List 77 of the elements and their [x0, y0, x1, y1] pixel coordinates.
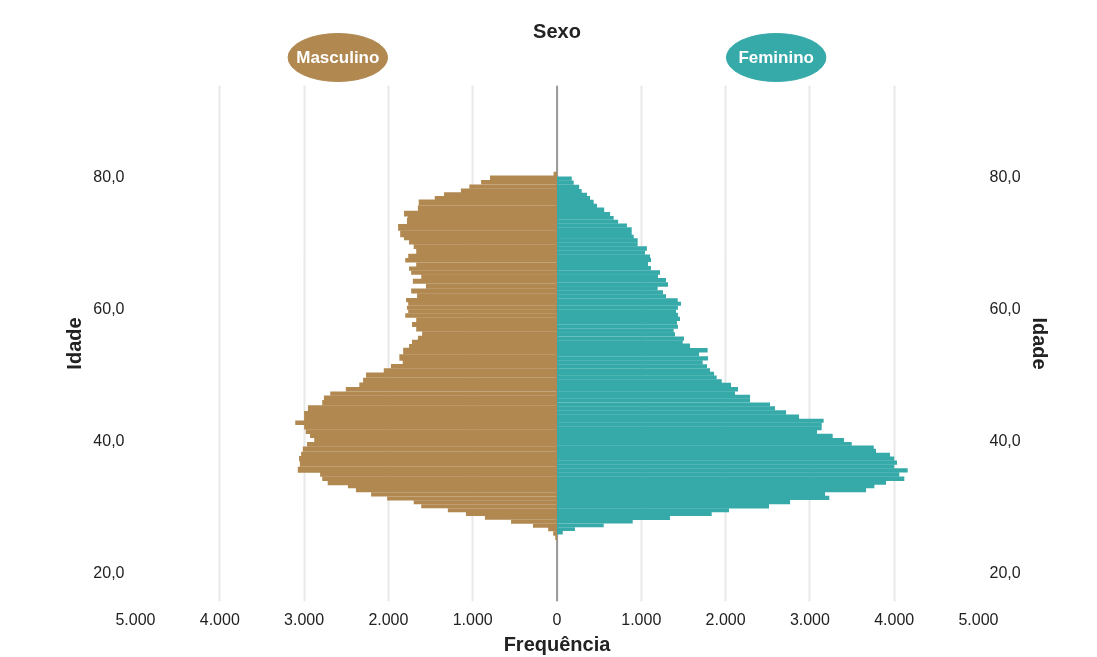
x-tick-label: 3.000: [284, 610, 325, 628]
bar: [405, 258, 557, 263]
x-tick-label: 0: [552, 610, 562, 628]
bar: [408, 301, 557, 306]
bar: [557, 227, 632, 232]
bar: [405, 313, 557, 318]
text: Feminino: [738, 48, 814, 67]
x-tick-label: 2.000: [368, 610, 409, 628]
x-axis-title: Frequência: [503, 632, 612, 655]
x-tick-label: 4.000: [874, 610, 915, 628]
bar: [557, 426, 822, 431]
bar: [557, 277, 666, 283]
bar: [557, 199, 594, 204]
bar: [557, 246, 647, 251]
bar: [557, 238, 638, 243]
bar: [557, 270, 661, 275]
text: Masculino: [296, 48, 380, 67]
bar: [557, 368, 710, 373]
bar: [411, 288, 557, 294]
bar: [557, 184, 580, 190]
bar: [406, 297, 557, 303]
y2-tick-label: 40,0: [989, 432, 1021, 450]
bar: [310, 433, 557, 439]
bar: [557, 320, 677, 325]
bar: [557, 301, 682, 306]
bar: [557, 324, 678, 329]
bar: [557, 468, 908, 473]
bar: [557, 254, 650, 259]
y-tick-label: 80,0: [93, 168, 125, 186]
y-tick-label: 40,0: [93, 432, 125, 450]
bar: [557, 257, 651, 262]
x-tick-label: 5.000: [115, 610, 156, 628]
bar: [404, 235, 557, 241]
bar: [557, 215, 614, 220]
bar: [557, 356, 709, 361]
bar: [557, 211, 611, 217]
bar: [557, 456, 895, 461]
bar: [557, 452, 890, 457]
bar: [322, 476, 557, 481]
y-tick-label: 60,0: [93, 300, 125, 318]
y-tick-label: 20,0: [93, 564, 125, 582]
y2-tick-label: 20,0: [989, 564, 1021, 582]
bar: [557, 402, 771, 407]
bar: [557, 336, 684, 341]
bar: [323, 395, 557, 401]
bar: [363, 377, 557, 384]
y2-axis-title: Idade: [1028, 317, 1051, 370]
bar: [557, 476, 905, 481]
y2-tick-label: 60,0: [989, 300, 1021, 318]
bar: [557, 495, 830, 500]
bar: [557, 309, 677, 314]
x-tick-label: 5.000: [958, 610, 999, 628]
y2-tick-label: 80,0: [989, 168, 1021, 186]
bar: [557, 261, 649, 267]
x-tick-label: 1.000: [621, 610, 662, 628]
bar: [557, 282, 669, 287]
bar: [557, 371, 715, 376]
bar: [557, 298, 678, 303]
bar: [408, 309, 557, 314]
bar: [412, 278, 557, 284]
bar: [557, 445, 874, 450]
x-tick-label: 4.000: [199, 610, 240, 628]
y-axis-title: Idade: [63, 317, 86, 370]
bar: [557, 364, 708, 369]
bar: [302, 446, 557, 452]
bar: [305, 429, 557, 434]
x-tick-label: 3.000: [789, 610, 831, 628]
bar: [557, 316, 680, 321]
x-tick-label: 2.000: [705, 610, 746, 628]
chart-title: Sexo: [533, 19, 581, 42]
bar: [557, 195, 591, 200]
bar: [557, 290, 664, 295]
x-tick-label: 1.000: [452, 610, 493, 628]
bar: [411, 270, 557, 275]
bar: [557, 312, 678, 317]
bar: [413, 244, 557, 250]
bar: [557, 418, 824, 423]
